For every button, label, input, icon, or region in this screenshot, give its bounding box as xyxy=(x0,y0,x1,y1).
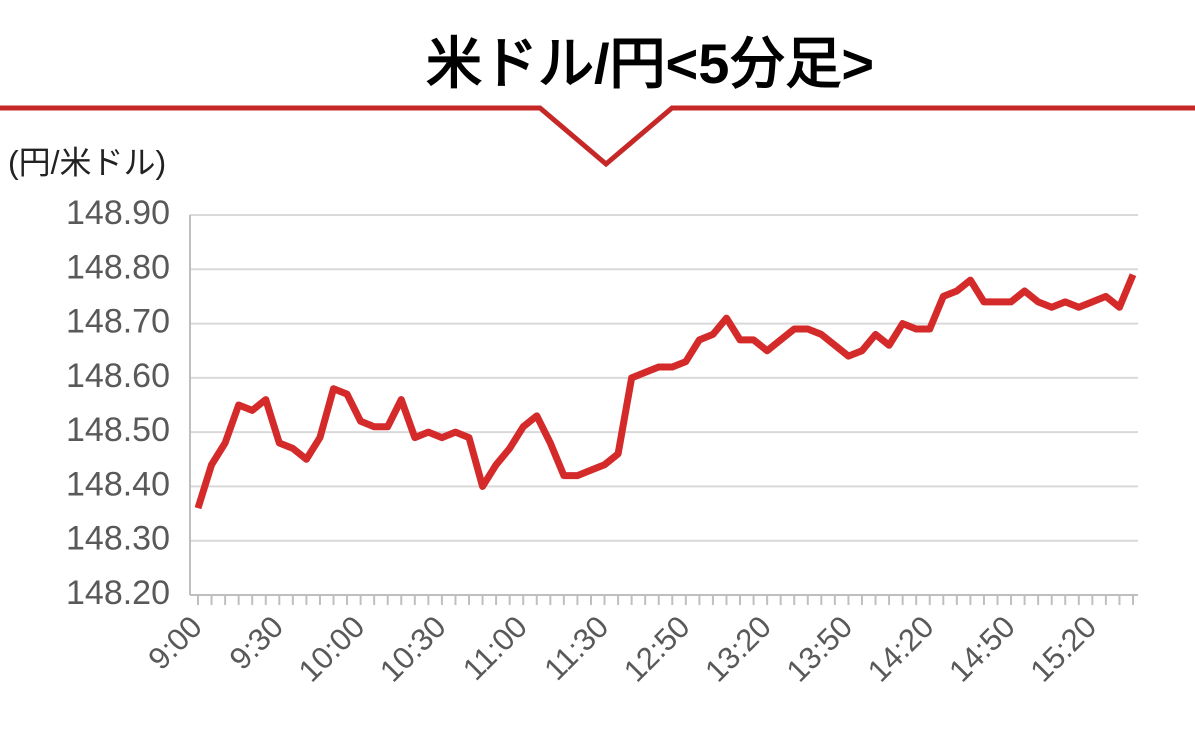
x-tick-label: 14:50 xyxy=(942,609,1022,689)
x-tick-label: 11:30 xyxy=(537,609,615,687)
y-tick-label: 148.30 xyxy=(66,520,170,558)
x-tick-label: 13:20 xyxy=(698,609,778,689)
x-tick-label: 15:20 xyxy=(1023,609,1103,689)
x-tick-label: 12:50 xyxy=(617,609,697,689)
x-tick-label: 13:50 xyxy=(780,609,860,689)
y-tick-label: 148.40 xyxy=(66,465,170,503)
y-tick-label: 148.60 xyxy=(66,357,170,395)
title-decoration xyxy=(0,105,1195,168)
y-tick-label: 148.20 xyxy=(66,574,170,612)
y-tick-label: 148.50 xyxy=(66,411,170,449)
y-tick-label: 148.90 xyxy=(66,194,170,232)
x-tick-label: 9:00 xyxy=(141,609,208,676)
chart-title: 米ドル/円<5分足> xyxy=(426,32,874,95)
y-axis-label: (円/米ドル) xyxy=(8,144,166,180)
x-tick-label: 10:30 xyxy=(373,609,453,689)
x-tick-label: 10:00 xyxy=(292,609,372,689)
price-line xyxy=(194,273,1137,510)
y-tick-label: 148.80 xyxy=(66,248,170,286)
x-tick-label: 9:30 xyxy=(223,609,290,676)
x-tick-label: 11:00 xyxy=(456,609,534,687)
y-tick-label: 148.70 xyxy=(66,303,170,341)
x-tick-label: 14:20 xyxy=(861,609,941,689)
